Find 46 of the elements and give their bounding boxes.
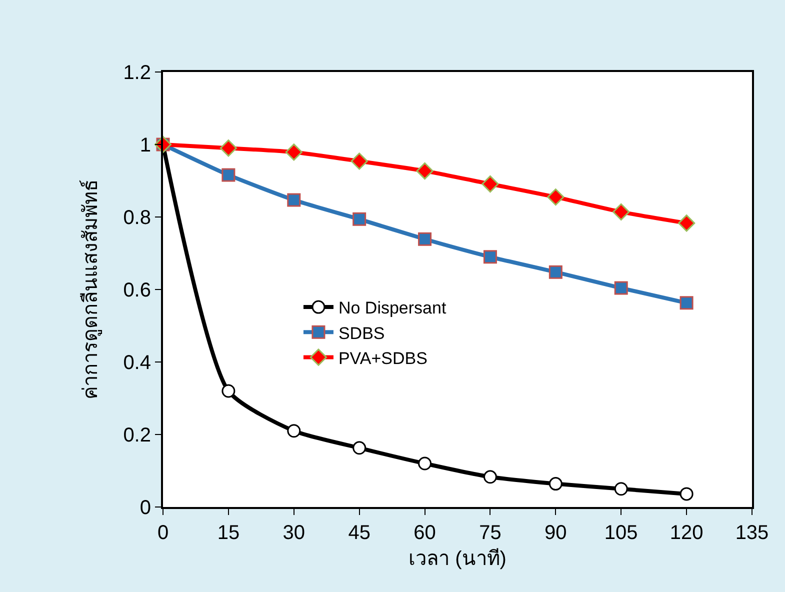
point <box>416 162 434 180</box>
y-tick-label: 1.2 <box>123 62 151 84</box>
point <box>548 265 562 279</box>
point <box>547 188 564 206</box>
x-tick-label: 45 <box>348 522 370 544</box>
x-tick-label: 135 <box>735 522 769 544</box>
x-tick-label: 90 <box>544 522 567 544</box>
point <box>680 296 694 310</box>
x-tick-label: 15 <box>217 522 240 544</box>
point <box>614 281 628 295</box>
y-tick-label: 0.8 <box>123 207 151 229</box>
point <box>220 140 237 157</box>
x-tick-label: 75 <box>479 522 502 544</box>
legend-label: SDBS <box>338 324 385 343</box>
point <box>483 250 497 264</box>
x-tick-label: 60 <box>414 522 436 544</box>
y-tick-label: 0 <box>140 497 151 519</box>
y-axis-title: ค่าการดูดกลืนแสงสัมพัทธ์ <box>79 180 104 400</box>
point <box>222 384 236 398</box>
y-tick-label: 1 <box>140 134 151 156</box>
point <box>614 482 628 496</box>
point <box>222 168 236 182</box>
point <box>418 232 432 246</box>
point <box>285 144 302 161</box>
point <box>678 214 696 232</box>
point <box>287 193 301 207</box>
y-tick-label: 0.4 <box>123 352 151 374</box>
x-tick-label: 0 <box>157 522 169 544</box>
point <box>548 477 562 491</box>
point <box>680 487 694 501</box>
point <box>418 456 432 470</box>
point <box>482 175 499 193</box>
x-axis-title: เวลา (นาที) <box>408 548 506 570</box>
y-tick-label: 0.6 <box>123 280 151 302</box>
point <box>287 424 301 438</box>
x-tick-label: 105 <box>604 522 638 544</box>
x-tick-label: 30 <box>282 522 306 544</box>
x-tick-label: 120 <box>670 522 704 544</box>
point <box>612 203 630 220</box>
point <box>352 212 366 226</box>
legend-label: No Dispersant <box>338 298 446 318</box>
legend-label: PVA+SDBS <box>338 348 428 368</box>
point <box>350 152 368 170</box>
y-tick-label: 0.2 <box>123 424 151 446</box>
point <box>483 470 497 484</box>
point <box>352 441 366 455</box>
